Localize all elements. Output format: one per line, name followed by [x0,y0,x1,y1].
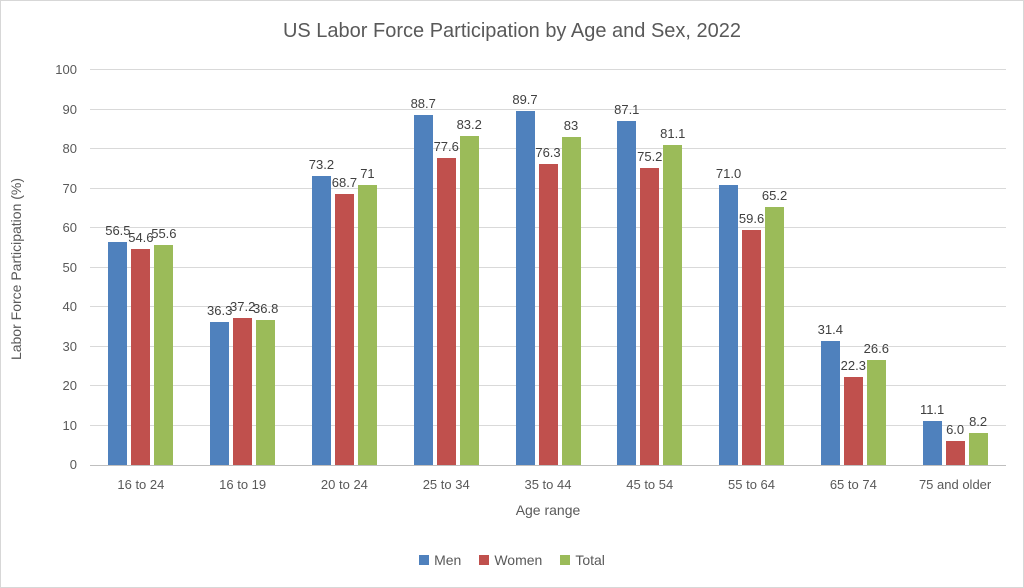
bar-total-16-to-24 [154,245,174,465]
x-tick-label: 16 to 19 [219,477,267,492]
bar-men-16-to-24 [108,241,128,465]
bar-value-label: 59.6 [738,210,765,226]
bar-women-45-to-54 [640,167,660,465]
y-tick-label: 50 [62,259,77,275]
x-tick-label: 45 to 54 [626,477,674,492]
bar-value-label: 83.2 [456,117,482,133]
legend-label: Women [494,552,543,568]
bar-value-label: 77.6 [433,139,459,155]
bar-men-20-to-24 [311,175,331,465]
x-tick-label: 35 to 44 [524,477,572,492]
bar-women-55-to-64 [742,229,762,465]
x-tick-label: 55 to 64 [728,477,776,492]
bar-value-label: 87.1 [614,101,640,117]
bar-total-45-to-54 [663,144,683,465]
x-tick-label: 65 to 74 [829,477,877,492]
bar-total-35-to-44 [561,137,581,465]
bar-women-35-to-44 [538,163,558,465]
bar-women-25-to-34 [436,158,456,465]
legend-swatch-women [479,555,490,565]
legend: Men Women Total [1,552,1023,568]
y-tick-label: 40 [62,299,77,314]
bar-total-65-to-74 [866,359,886,465]
y-tick-label: 80 [62,141,77,156]
bar-men-65-to-74 [820,340,840,465]
y-tick-label: 30 [62,338,77,354]
bar-value-label: 71.0 [715,165,742,181]
bar-women-75-and-older [945,441,965,465]
legend-item-women: Women [479,552,542,568]
bar-value-label: 76.3 [535,144,561,160]
bar-value-label: 37.2 [230,299,256,315]
bar-value-label: 65.2 [761,188,788,204]
bar-value-label: 26.6 [863,340,889,356]
bar-value-label: 54.6 [128,230,154,246]
bar-men-16-to-19 [210,321,230,465]
bar-value-label: 88.7 [410,95,436,111]
bar-value-label: 22.3 [840,357,866,373]
bar-total-75-and-older [968,432,988,465]
legend-label: Men [434,552,462,568]
bar-value-label: 11.1 [919,402,945,418]
bar-men-55-to-64 [719,184,739,465]
bar-men-75-and-older [922,421,942,465]
plot-area: 56.5 54.6 55.6 36.3 37.2 36.8 73.2 68.7 71 88.7 77… [90,69,1006,466]
bar-total-55-to-64 [765,207,785,465]
bar-value-label: 36.8 [253,300,279,316]
x-tick-label: 16 to 24 [117,477,165,492]
bar-total-20-to-24 [357,184,377,465]
bar-total-16-to-19 [256,319,276,465]
x-tick-label: 20 to 24 [320,477,368,492]
bar-value-label: 73.2 [308,156,335,172]
legend-swatch-men [419,555,430,565]
legend-item-total: Total [560,552,605,568]
bar-value-label: 55.6 [151,226,177,242]
y-tick-label: 10 [62,417,77,433]
y-tick-label: 90 [62,101,77,117]
bar-value-label: 8.2 [969,413,988,429]
bar-value-label: 81.1 [660,125,686,141]
x-tick-label: 75 and older [918,477,992,492]
legend-label: Total [575,552,605,568]
bar-value-label: 71 [360,165,375,181]
bar-value-label: 6.0 [946,422,965,438]
y-tick-label: 100 [55,62,77,77]
y-tick-label: 60 [62,220,77,235]
bar-value-label: 83 [563,118,579,134]
bar-total-25-to-34 [459,136,479,465]
bar-value-label: 68.7 [331,174,358,190]
bar-women-16-to-19 [233,318,253,465]
bar-men-45-to-54 [617,120,637,465]
bar-men-35-to-44 [515,110,535,465]
x-axis-title: Age range [515,502,581,518]
gridline [90,148,1006,149]
bar-value-label: 75.2 [637,148,663,164]
bar-women-16-to-24 [131,249,151,465]
gridline [90,69,1006,70]
legend-item-men: Men [419,552,461,568]
bar-value-label: 56.5 [105,222,131,238]
gridline [90,108,1006,110]
chart-title: US Labor Force Participation by Age and … [282,20,742,42]
bar-men-25-to-34 [413,114,433,465]
y-tick-label: 20 [62,378,77,393]
bar-value-label: 31.4 [817,321,843,337]
bar-women-65-to-74 [843,376,863,465]
bar-value-label: 89.7 [512,91,538,107]
legend-swatch-total [560,555,571,565]
x-tick-label: 25 to 34 [422,477,470,492]
y-tick-label: 70 [62,180,77,196]
bar-women-20-to-24 [334,193,354,465]
y-tick-label: 0 [69,457,77,472]
bar-value-label: 36.3 [207,302,233,318]
